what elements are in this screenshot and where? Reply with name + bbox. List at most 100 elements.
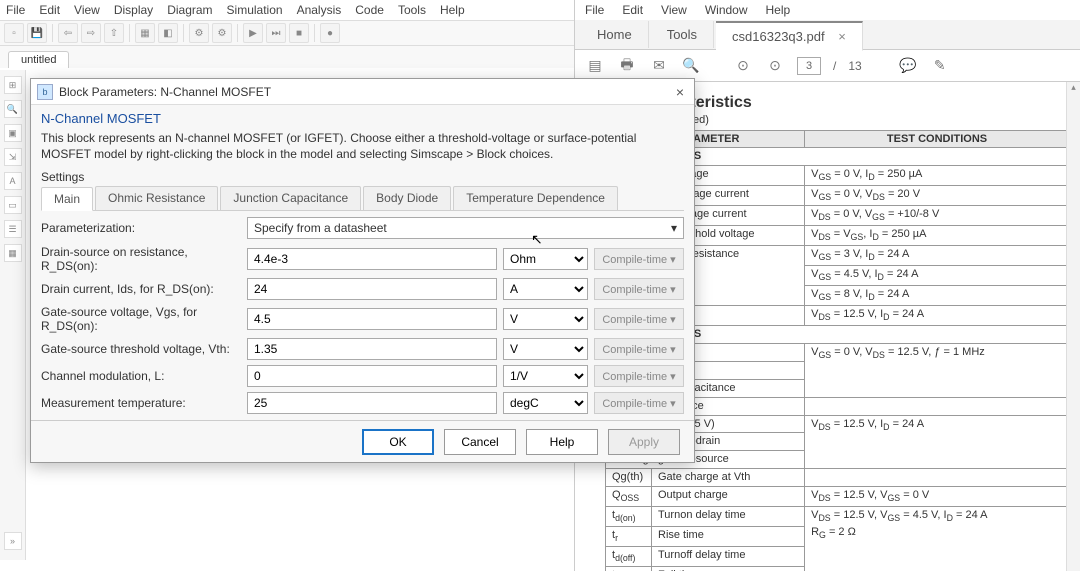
- canvas-palette: ⊞ 🔍 ▣ ⇲ A ▭ ☰ ▦ »: [0, 70, 26, 560]
- param-value-input[interactable]: [247, 392, 497, 414]
- rmenu-view[interactable]: View: [661, 3, 687, 17]
- palette-explorer-icon[interactable]: ⊞: [4, 76, 22, 94]
- parameterization-value: Specify from a datasheet: [254, 221, 387, 235]
- param-label: Gate-source voltage, Vgs, for R_DS(on):: [41, 305, 241, 333]
- sidebar-toggle-icon[interactable]: ▤: [585, 56, 605, 76]
- menu-display[interactable]: Display: [114, 3, 153, 17]
- highlight-icon[interactable]: ✎: [930, 56, 950, 76]
- param-label: Drain-source on resistance, R_DS(on):: [41, 245, 241, 273]
- menu-diagram[interactable]: Diagram: [167, 3, 212, 17]
- palette-collapse-icon[interactable]: »: [4, 532, 22, 550]
- compile-time-badge[interactable]: Compile-time ▾: [594, 365, 684, 387]
- tab-bdiode[interactable]: Body Diode: [363, 186, 451, 210]
- block-heading: N-Channel MOSFET: [41, 111, 684, 126]
- scroll-up-icon[interactable]: ▴: [1067, 82, 1080, 96]
- ds-cell: VDS = 12.5 V, ID = 24 A: [805, 415, 1070, 469]
- tb-back-icon[interactable]: ⇦: [58, 23, 78, 43]
- param-unit-select[interactable]: 1/V: [503, 365, 588, 387]
- dialog-icon: b: [37, 84, 53, 100]
- menu-edit[interactable]: Edit: [39, 3, 60, 17]
- param-unit-select[interactable]: Ohm: [503, 248, 588, 270]
- ds-cell: Fall time: [652, 567, 805, 571]
- print-icon[interactable]: 🖶: [617, 56, 637, 76]
- tb-record-icon[interactable]: ●: [320, 23, 340, 43]
- menu-simulation[interactable]: Simulation: [227, 3, 283, 17]
- apply-button[interactable]: Apply: [608, 429, 680, 455]
- tb-scope-icon[interactable]: ◧: [158, 23, 178, 43]
- tab-close-icon[interactable]: ×: [838, 29, 846, 44]
- menu-analysis[interactable]: Analysis: [297, 3, 342, 17]
- search-icon[interactable]: 🔍: [681, 56, 701, 76]
- rmenu-help[interactable]: Help: [766, 3, 791, 17]
- palette-fit-icon[interactable]: ▣: [4, 124, 22, 142]
- ok-button[interactable]: OK: [362, 429, 434, 455]
- dialog-close-icon[interactable]: ×: [672, 84, 688, 100]
- tb-cfg2-icon[interactable]: ⚙: [212, 23, 232, 43]
- palette-zoom-icon[interactable]: 🔍: [4, 100, 22, 118]
- block-parameters-dialog: b Block Parameters: N-Channel MOSFET × N…: [30, 78, 695, 463]
- tab-main[interactable]: Main: [41, 187, 93, 211]
- tb-stop-icon[interactable]: ■: [289, 23, 309, 43]
- tb-step-icon[interactable]: ⏭: [266, 23, 286, 43]
- tab-document-label: csd16323q3.pdf: [732, 29, 825, 44]
- tb-cfg-icon[interactable]: ⚙: [189, 23, 209, 43]
- menu-view[interactable]: View: [74, 3, 100, 17]
- param-value-input[interactable]: [247, 338, 497, 360]
- compile-time-badge[interactable]: Compile-time ▾: [594, 278, 684, 300]
- rmenu-edit[interactable]: Edit: [622, 3, 643, 17]
- palette-screenshot-icon[interactable]: ▦: [4, 244, 22, 262]
- palette-image-icon[interactable]: A: [4, 172, 22, 190]
- model-tab-untitled[interactable]: untitled: [8, 51, 69, 68]
- comment-icon[interactable]: 💬: [898, 56, 918, 76]
- tab-home[interactable]: Home: [581, 21, 649, 48]
- palette-annot-icon[interactable]: ⇲: [4, 148, 22, 166]
- tb-lib-icon[interactable]: ▦: [135, 23, 155, 43]
- rmenu-file[interactable]: File: [585, 3, 604, 17]
- menu-help[interactable]: Help: [440, 3, 465, 17]
- page-down-icon[interactable]: ⊙: [765, 56, 785, 76]
- help-button[interactable]: Help: [526, 429, 598, 455]
- tab-jcap[interactable]: Junction Capacitance: [220, 186, 361, 210]
- menu-code[interactable]: Code: [355, 3, 384, 17]
- compile-time-badge[interactable]: Compile-time ▾: [594, 248, 684, 270]
- param-unit-select[interactable]: degC: [503, 392, 588, 414]
- param-value-input[interactable]: [247, 278, 497, 300]
- palette-viewer-icon[interactable]: ☰: [4, 220, 22, 238]
- email-icon[interactable]: ✉: [649, 56, 669, 76]
- tb-save-icon[interactable]: 💾: [27, 23, 47, 43]
- ds-cell: Turnoff delay time: [652, 547, 805, 567]
- param-unit-select[interactable]: A: [503, 278, 588, 300]
- tab-document[interactable]: csd16323q3.pdf ×: [716, 21, 863, 51]
- rmenu-window[interactable]: Window: [705, 3, 748, 17]
- tb-new-icon[interactable]: ▫: [4, 23, 24, 43]
- param-unit-select[interactable]: V: [503, 308, 588, 330]
- tab-tools[interactable]: Tools: [651, 21, 714, 48]
- page-up-icon[interactable]: ⊙: [733, 56, 753, 76]
- cancel-button[interactable]: Cancel: [444, 429, 516, 455]
- tb-up-icon[interactable]: ⇧: [104, 23, 124, 43]
- parameterization-select[interactable]: Specify from a datasheet ▾: [247, 217, 684, 239]
- menu-tools[interactable]: Tools: [398, 3, 426, 17]
- ds-cell: VGS = 0 V, ID = 250 µA: [805, 165, 1070, 185]
- menu-file[interactable]: File: [6, 3, 25, 17]
- pdf-scrollbar[interactable]: ▴: [1066, 82, 1080, 571]
- page-number-input[interactable]: 3: [797, 57, 821, 75]
- chevron-down-icon: ▾: [671, 221, 677, 235]
- param-value-input[interactable]: [247, 248, 497, 270]
- param-label: Gate-source threshold voltage, Vth:: [41, 342, 241, 356]
- param-value-input[interactable]: [247, 365, 497, 387]
- compile-time-badge[interactable]: Compile-time ▾: [594, 308, 684, 330]
- param-row: Gate-source voltage, Vgs, for R_DS(on): V…: [41, 305, 684, 333]
- compile-time-badge[interactable]: Compile-time ▾: [594, 338, 684, 360]
- settings-tabs: Main Ohmic Resistance Junction Capacitan…: [41, 186, 684, 211]
- tab-tdep[interactable]: Temperature Dependence: [453, 186, 618, 210]
- compile-time-badge[interactable]: Compile-time ▾: [594, 392, 684, 414]
- param-value-input[interactable]: [247, 308, 497, 330]
- param-row: Drain current, Ids, for R_DS(on):ACompil…: [41, 278, 684, 300]
- tab-ohmic[interactable]: Ohmic Resistance: [95, 186, 218, 210]
- dialog-titlebar[interactable]: b Block Parameters: N-Channel MOSFET ×: [31, 79, 694, 105]
- tb-fwd-icon[interactable]: ⇨: [81, 23, 101, 43]
- param-unit-select[interactable]: V: [503, 338, 588, 360]
- tb-run-icon[interactable]: ▶: [243, 23, 263, 43]
- palette-area-icon[interactable]: ▭: [4, 196, 22, 214]
